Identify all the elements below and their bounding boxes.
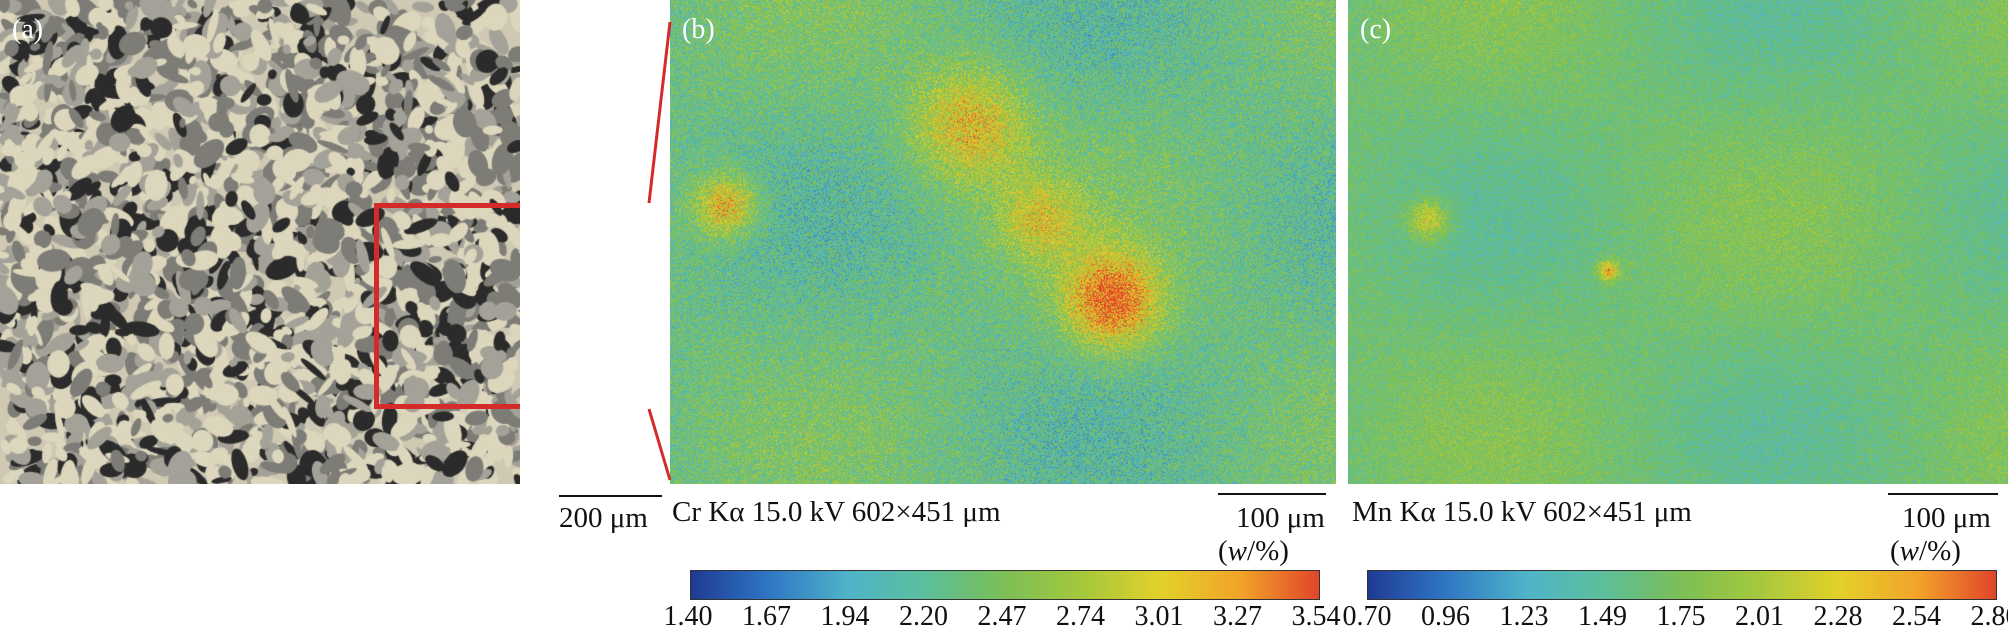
mn-colorbar-tick-label: 1.23	[1500, 601, 1549, 633]
scale-bar-a-text: 200 μm	[559, 502, 648, 535]
cr-colorbar-tick-label: 2.20	[899, 601, 948, 633]
scale-bar-c	[1888, 493, 1998, 495]
mn-colorbar-tick-label: 1.75	[1657, 601, 1706, 633]
scale-bar-b	[1218, 493, 1326, 495]
scale-bar-c-text: 100 μm	[1902, 502, 1991, 535]
mn-colorbar-tick-label: 2.28	[1814, 601, 1863, 633]
cr-colorbar-tick-label: 1.67	[742, 601, 791, 633]
cr-colorbar-tick-label: 2.74	[1056, 601, 1105, 633]
cr-colorbar-tick-label: 2.47	[978, 601, 1027, 633]
cr-colorbar-tick-label: 3.54	[1292, 601, 1341, 633]
mn-element-map-image	[1348, 0, 2008, 484]
cr-colorbar-tick-label: 1.40	[664, 601, 713, 633]
mn-colorbar-tick-label: 0.70	[1343, 601, 1392, 633]
cr-map-panel: (b)	[670, 0, 1336, 484]
mn-colorbar-tick-label: 0.96	[1421, 601, 1470, 633]
cr-colorbar-tick-label: 1.94	[821, 601, 870, 633]
mn-colorbar	[1367, 570, 1997, 600]
panel-label-c: (c)	[1360, 14, 1391, 46]
scale-bar-a	[559, 495, 662, 497]
panel-label-a: (a)	[12, 14, 43, 46]
cr-colorbar	[690, 570, 1320, 600]
cr-colorbar-tick-label: 3.01	[1135, 601, 1184, 633]
mn-map-caption: Mn Kα 15.0 kV 602×451 μm	[1352, 496, 1692, 529]
mn-colorbar-tick-label: 1.49	[1578, 601, 1627, 633]
cr-map-caption: Cr Kα 15.0 kV 602×451 μm	[672, 496, 1001, 529]
panel-label-b: (b)	[682, 14, 715, 46]
scale-bar-b-text: 100 μm	[1236, 502, 1325, 535]
micrograph-panel: (a)	[0, 0, 520, 484]
mn-colorbar-tick-label: 2.01	[1735, 601, 1784, 633]
mn-colorbar-tick-label: 2.80	[1971, 601, 2008, 633]
mn-unit-label: (w/%)	[1890, 535, 1961, 568]
cr-colorbar-tick-label: 3.27	[1213, 601, 1262, 633]
cr-unit-label: (w/%)	[1218, 535, 1289, 568]
mn-colorbar-tick-label: 2.54	[1892, 601, 1941, 633]
highlight-box	[374, 203, 520, 409]
cr-element-map-image	[670, 0, 1336, 484]
mn-map-panel: (c)	[1348, 0, 2008, 484]
